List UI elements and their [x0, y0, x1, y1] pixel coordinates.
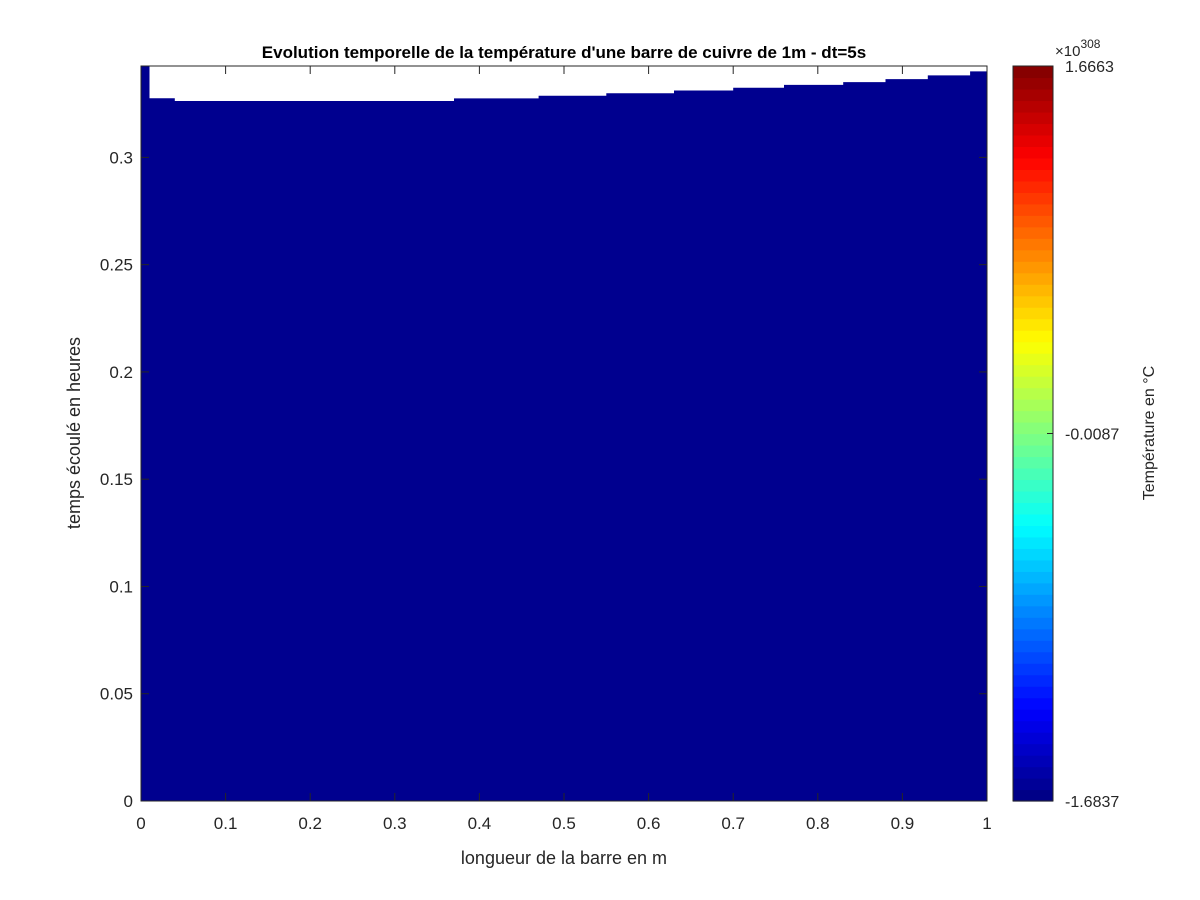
x-tick-label: 0.3 [383, 814, 407, 833]
colorbar-band [1013, 456, 1053, 469]
colorbar-band [1013, 536, 1053, 549]
colorbar-band [1013, 111, 1053, 125]
colorbar-exponent: ×10308 [1055, 37, 1101, 60]
colorbar-band [1013, 157, 1053, 170]
colorbar-band [1013, 709, 1053, 722]
y-tick-label: 0.15 [100, 470, 133, 489]
colorbar-band [1013, 559, 1053, 572]
x-tick-label: 0.8 [806, 814, 830, 833]
colorbar-tick-label: -0.0087 [1065, 427, 1119, 444]
colorbar-band [1013, 479, 1053, 492]
x-tick-label: 0.4 [468, 814, 492, 833]
colorbar-band [1013, 77, 1053, 90]
colorbar-band [1013, 628, 1053, 641]
colorbar-band [1013, 548, 1053, 561]
y-axis-label: temps écoulé en heures [64, 337, 84, 529]
colorbar-band [1013, 617, 1053, 630]
plot-area: 0 0.1 0.2 0.3 0.4 0.5 0.6 0.7 0.8 0.9 1 0 0.05 0.1 0.… [100, 65, 992, 833]
colorbar-band [1013, 582, 1053, 595]
colorbar-band [1013, 502, 1053, 515]
colorbar-band [1013, 732, 1053, 745]
colorbar-band [1013, 295, 1053, 308]
y-tick-label: 0.2 [109, 363, 133, 382]
colorbar-band [1013, 525, 1053, 538]
x-tick-label: 0.2 [298, 814, 322, 833]
colorbar-ticks: 1.6663 -0.0087 -1.6837 [1047, 59, 1119, 811]
colorbar-band [1013, 571, 1053, 584]
colorbar-band [1013, 490, 1053, 503]
y-tick-label: 0.05 [100, 685, 133, 704]
colorbar-band [1013, 433, 1053, 446]
y-tick-label: 0.3 [109, 148, 133, 167]
colorbar-band [1013, 697, 1053, 710]
x-axis-label: longueur de la barre en m [461, 848, 667, 868]
colorbar-label: Température en °C [1141, 366, 1158, 500]
colorbar: 1.6663 -0.0087 -1.6837 ×10308 Température … [1012, 37, 1158, 811]
colorbar-band [1013, 743, 1053, 756]
chart-title: Evolution temporelle de la température d… [262, 43, 866, 62]
plot-frame [140, 65, 988, 802]
colorbar-band [1013, 444, 1053, 458]
colorbar-band [1013, 353, 1053, 366]
colorbar-band [1013, 100, 1053, 113]
x-axis-ticks: 0 0.1 0.2 0.3 0.4 0.5 0.6 0.7 0.8 0.9 1 [136, 66, 992, 833]
x-tick-label: 1 [982, 814, 991, 833]
colorbar-band [1013, 594, 1053, 607]
x-tick-label: 0 [136, 814, 145, 833]
x-tick-label: 0.7 [721, 814, 745, 833]
colorbar-band [1013, 651, 1053, 664]
colorbar-band [1013, 778, 1053, 791]
colorbar-band [1013, 399, 1053, 412]
colorbar-band [1013, 686, 1053, 699]
colorbar-band [1013, 341, 1053, 354]
colorbar-band [1013, 330, 1053, 343]
colorbar-band [1013, 169, 1053, 182]
colorbar-band [1013, 467, 1053, 481]
colorbar-band [1013, 789, 1053, 802]
colorbar-band [1013, 203, 1053, 216]
colorbar-band [1013, 238, 1053, 251]
x-tick-label: 0.1 [214, 814, 238, 833]
y-tick-label: 0.1 [109, 577, 133, 596]
colorbar-band [1013, 272, 1053, 285]
colorbar-band [1013, 192, 1053, 205]
colorbar-band [1013, 364, 1053, 377]
colorbar-band [1013, 318, 1053, 331]
colorbar-gradient [1013, 66, 1053, 802]
colorbar-band [1013, 180, 1053, 193]
colorbar-band [1013, 307, 1053, 320]
colorbar-band [1013, 640, 1053, 653]
colorbar-band [1013, 376, 1053, 389]
colorbar-band [1013, 261, 1053, 274]
y-tick-label: 0 [124, 792, 133, 811]
x-tick-label: 0.5 [552, 814, 576, 833]
colorbar-band [1013, 422, 1053, 435]
colorbar-band [1013, 674, 1053, 687]
colorbar-band [1013, 720, 1053, 733]
y-tick-label: 0.25 [100, 256, 133, 275]
colorbar-band [1013, 88, 1053, 102]
colorbar-band [1013, 410, 1053, 423]
colorbar-band [1013, 605, 1053, 618]
temperature-field [141, 66, 987, 801]
colorbar-band [1013, 215, 1053, 228]
y-axis-ticks: 0 0.05 0.1 0.15 0.2 0.25 0.3 [100, 148, 987, 811]
colorbar-band [1013, 513, 1053, 526]
colorbar-band [1013, 123, 1053, 136]
colorbar-band [1013, 249, 1053, 262]
colorbar-band [1013, 134, 1053, 147]
colorbar-band [1013, 146, 1053, 159]
colorbar-band [1013, 755, 1053, 768]
colorbar-tick-label: -1.6837 [1065, 794, 1119, 811]
colorbar-band [1013, 284, 1053, 297]
colorbar-band [1013, 226, 1053, 239]
colorbar-band [1013, 766, 1053, 779]
x-tick-label: 0.6 [637, 814, 661, 833]
colorbar-tick-label: 1.6663 [1065, 59, 1114, 76]
colorbar-band [1013, 387, 1053, 400]
colorbar-band [1013, 663, 1053, 676]
x-tick-label: 0.9 [891, 814, 915, 833]
colorbar-band [1013, 66, 1053, 79]
